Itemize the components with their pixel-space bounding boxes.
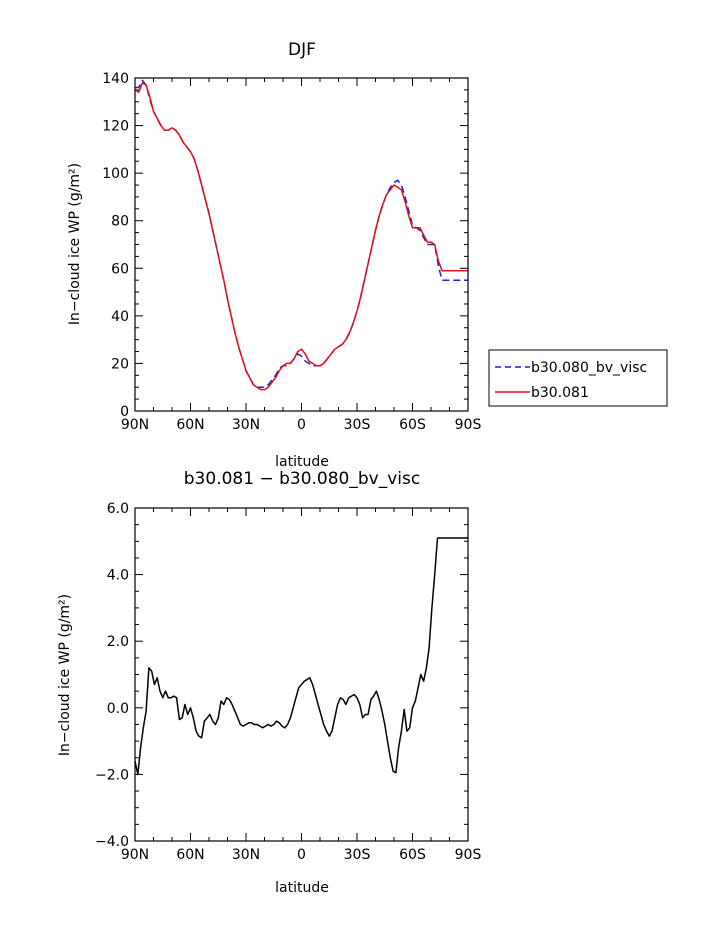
legend: b30.080_bv_visc b30.081 xyxy=(488,349,668,407)
series-group xyxy=(134,79,468,391)
x-tick-label: 60S xyxy=(399,417,426,433)
y-tick-label: 6.0 xyxy=(107,501,129,517)
series-line-1 xyxy=(134,82,468,391)
x-tick-label: 30N xyxy=(232,417,260,433)
y-tick-label: 0 xyxy=(120,404,129,420)
chart-top: DJF 90N 60N 30N 0 30S 60S 90S 0 20 40 60 80 100 120 14… xyxy=(67,40,668,470)
x-tick-label: 30S xyxy=(344,847,371,863)
chart-title: DJF xyxy=(288,40,316,60)
x-tick-label: 60N xyxy=(176,847,204,863)
x-tick-label: 0 xyxy=(297,847,306,863)
series-group xyxy=(134,537,468,776)
axis-ticks: 90N 60N 30N 0 30S 60S 90S −4.0 −2.0 0.0 2.0 4.0 6.0 xyxy=(95,501,481,863)
axis-ticks: 90N 60N 30N 0 30S 60S 90S 0 20 40 60 80 100 120 140 xyxy=(102,71,481,433)
y-tick-label: 40 xyxy=(111,309,129,325)
x-tick-label: 30S xyxy=(344,417,371,433)
x-tick-label: 90S xyxy=(455,417,482,433)
y-tick-label: 0.0 xyxy=(107,701,129,717)
y-tick-label: 100 xyxy=(102,166,129,182)
y-tick-label: 4.0 xyxy=(107,568,129,584)
chart-title: b30.081 − b30.080_bv_visc xyxy=(184,469,420,489)
legend-label-0: b30.080_bv_visc xyxy=(531,360,647,376)
x-tick-label: 90S xyxy=(455,847,482,863)
y-tick-label: 80 xyxy=(111,214,129,230)
x-tick-label: 90N xyxy=(121,417,149,433)
y-axis-label: In−cloud ice WP (g/m²) xyxy=(57,594,73,756)
y-axis-label: In−cloud ice WP (g/m²) xyxy=(67,163,83,325)
legend-box xyxy=(488,349,668,407)
x-axis-label: latitude xyxy=(275,454,329,470)
series-line-0 xyxy=(134,537,468,776)
series-line-0 xyxy=(135,79,468,388)
y-tick-label: −2.0 xyxy=(95,767,129,783)
plot-frame xyxy=(134,77,469,412)
x-tick-label: 60S xyxy=(399,847,426,863)
y-tick-label: 140 xyxy=(102,71,129,87)
y-tick-label: −4.0 xyxy=(95,834,129,850)
plot-frame xyxy=(134,507,469,842)
legend-label-1: b30.081 xyxy=(531,385,589,401)
y-tick-label: 2.0 xyxy=(107,634,129,650)
y-tick-label: 20 xyxy=(111,356,129,372)
x-tick-label: 90N xyxy=(121,847,149,863)
x-axis-label: latitude xyxy=(275,880,329,896)
x-tick-label: 30N xyxy=(232,847,260,863)
x-tick-label: 0 xyxy=(297,417,306,433)
x-tick-label: 60N xyxy=(176,417,204,433)
chart-bottom: b30.081 − b30.080_bv_visc 90N 60N 30N 0 30S 6… xyxy=(57,469,481,896)
y-tick-label: 60 xyxy=(111,261,129,277)
y-tick-label: 120 xyxy=(102,119,129,135)
